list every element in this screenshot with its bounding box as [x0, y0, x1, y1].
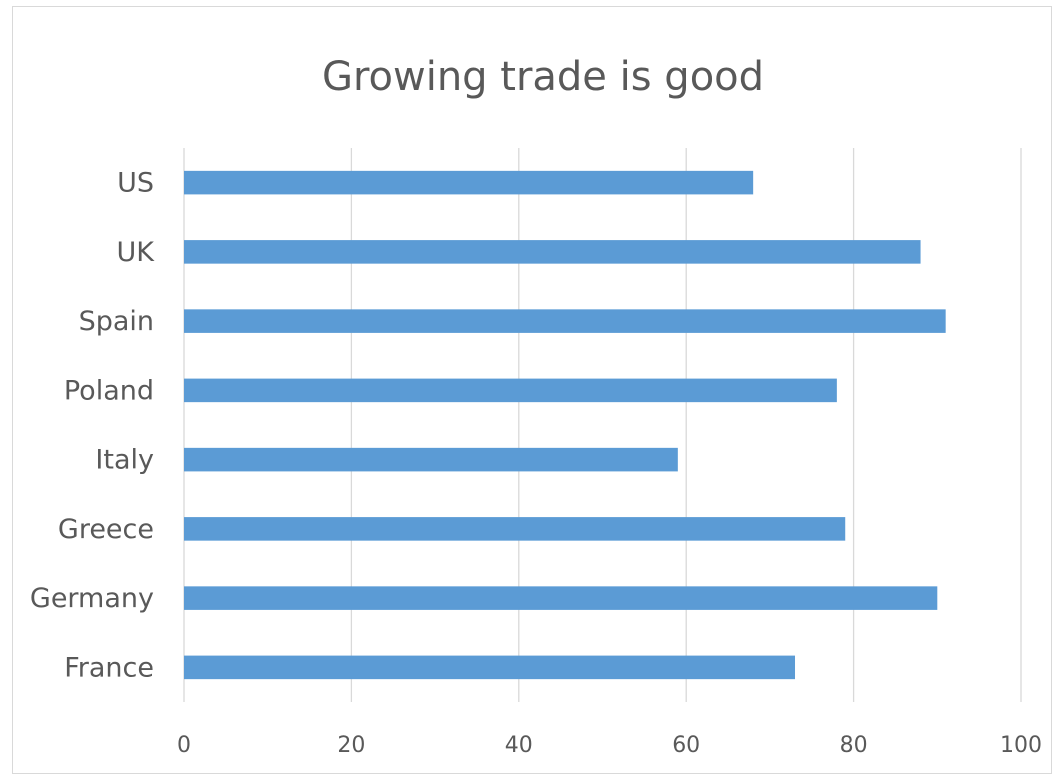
- bar-france: [184, 655, 796, 680]
- category-label-poland: Poland: [64, 375, 154, 406]
- bar-germany: [184, 586, 938, 610]
- bars: [184, 170, 946, 680]
- category-label-spain: Spain: [79, 306, 154, 337]
- x-tick-label: 100: [1000, 733, 1042, 758]
- category-label-italy: Italy: [95, 445, 154, 476]
- bar-poland: [184, 378, 837, 403]
- x-tick-labels: 0 20 40 60 80 100: [177, 733, 1042, 758]
- category-label-greece: Greece: [58, 514, 154, 545]
- x-tick-label: 40: [505, 733, 533, 758]
- bar-spain: [184, 309, 946, 333]
- chart-title: Growing trade is good: [322, 54, 764, 100]
- x-tick-label: 20: [337, 733, 365, 758]
- x-tick-label: 80: [840, 733, 868, 758]
- gridlines: [183, 148, 1022, 702]
- category-label-france: France: [64, 652, 154, 683]
- category-label-us: US: [117, 168, 154, 199]
- bar-greece: [184, 517, 846, 541]
- category-label-germany: Germany: [30, 583, 154, 614]
- bar-italy: [184, 447, 678, 472]
- category-label-uk: UK: [117, 237, 156, 268]
- bar-us: [184, 170, 754, 195]
- x-tick-label: 60: [672, 733, 700, 758]
- category-labels: US UK Spain Poland Italy Greece Germany France: [30, 168, 155, 684]
- bar-uk: [184, 240, 921, 264]
- x-tick-label: 0: [177, 733, 191, 758]
